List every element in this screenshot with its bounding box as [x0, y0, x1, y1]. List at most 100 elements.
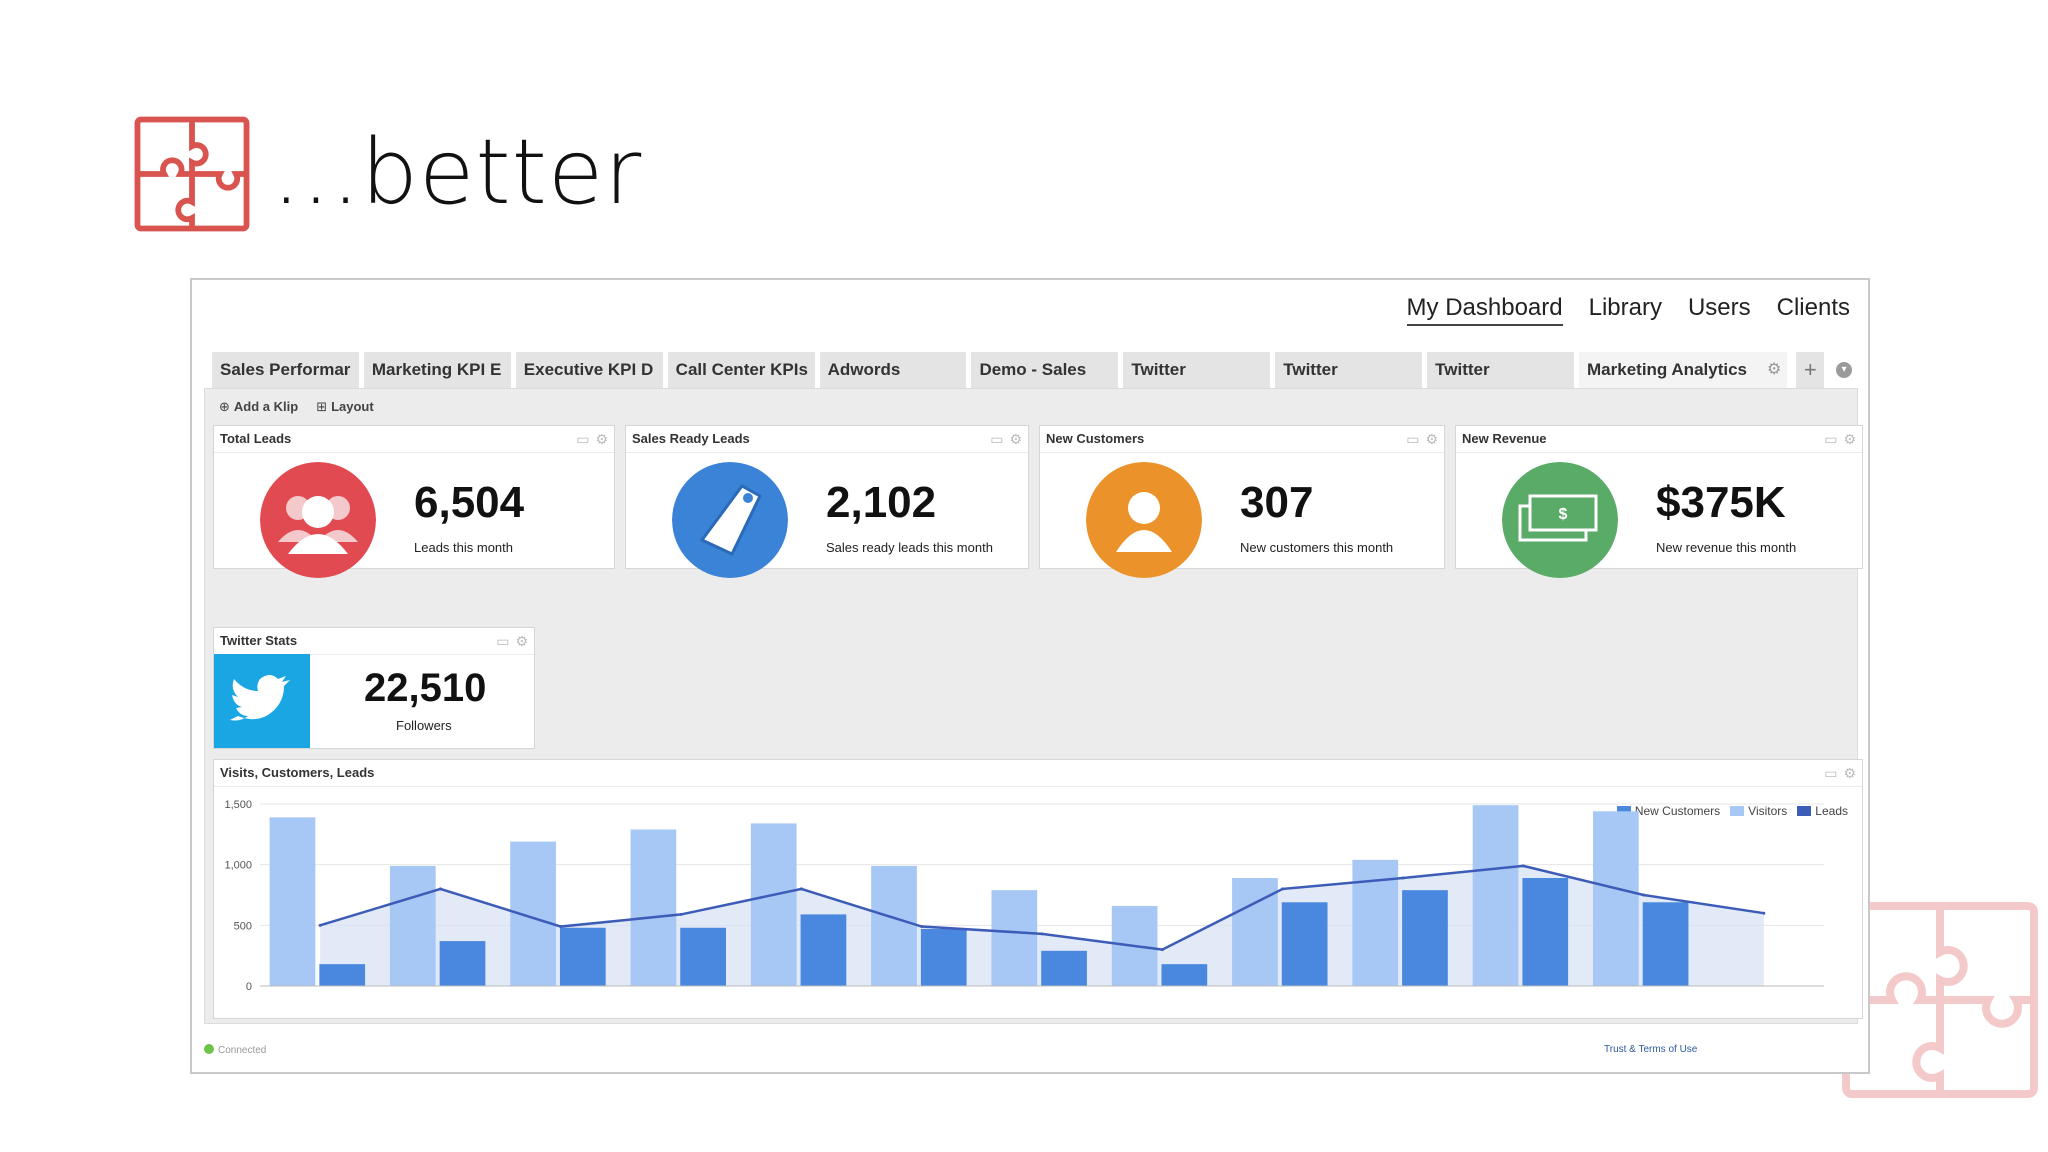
- leads-point: [1642, 893, 1646, 897]
- top-navigation: My Dashboard Library Users Clients: [1406, 294, 1850, 326]
- new-customers-bar: [920, 928, 967, 986]
- legend-item[interactable]: Visitors: [1730, 804, 1787, 818]
- kpi-value: 307: [1240, 478, 1314, 527]
- y-tick-label: 1,000: [224, 860, 252, 872]
- klip-new-customers: New Customers ▭ ⚙ 307 New customers this …: [1039, 425, 1445, 578]
- klip-title: Visits, Customers, Leads ▭ ⚙: [214, 760, 1862, 787]
- y-tick-label: 1,500: [224, 799, 252, 811]
- new-customers-bar: [680, 927, 726, 986]
- visitors-bar: [871, 865, 917, 986]
- gear-icon[interactable]: ⚙: [1009, 431, 1022, 447]
- add-klip-label: Add a Klip: [233, 399, 299, 414]
- kpi-value: $375K: [1656, 478, 1786, 527]
- add-tab-button[interactable]: +: [1796, 352, 1825, 388]
- y-tick-label: 0: [246, 981, 252, 993]
- tab-menu-icon[interactable]: ▾: [1836, 362, 1853, 378]
- leads-point: [1762, 911, 1766, 915]
- gear-icon[interactable]: ⚙: [1425, 431, 1438, 447]
- tab-marketing-kpi[interactable]: Marketing KPI E: [363, 352, 511, 388]
- klip-title: Total Leads ▭ ⚙: [214, 426, 614, 453]
- new-customers-bar: [1041, 950, 1087, 986]
- puzzle-logo-icon: [134, 116, 250, 232]
- klip-visits-customers-leads: Visits, Customers, Leads ▭ ⚙ New Customer…: [213, 759, 1863, 1019]
- new-customers-bar: [439, 941, 486, 986]
- chart-legend: New Customers Visitors Leads: [1616, 804, 1848, 818]
- new-customers-bar: [1161, 964, 1208, 986]
- comment-icon[interactable]: ▭: [496, 633, 510, 649]
- kpi-label: New revenue this month: [1656, 540, 1797, 555]
- new-customers-bar: [1281, 902, 1328, 986]
- kpi-label: New customers this month: [1240, 540, 1394, 555]
- klip-title: New Customers ▭ ⚙: [1040, 426, 1444, 453]
- klip-title-text: Twitter Stats: [220, 633, 298, 648]
- visitors-bar: [1593, 811, 1639, 986]
- klip-sales-ready-leads: Sales Ready Leads ▭ ⚙ 2,102 Sales ready l…: [625, 425, 1029, 578]
- gear-icon[interactable]: ⚙: [1843, 431, 1856, 447]
- chart-title: Visits, Customers, Leads: [220, 765, 375, 780]
- kpi-label: Sales ready leads this month: [826, 540, 993, 555]
- tab-demo-sales[interactable]: Demo - Sales: [971, 352, 1119, 388]
- tab-twitter-3[interactable]: Twitter: [1427, 352, 1575, 388]
- gear-icon[interactable]: ⚙: [515, 633, 528, 649]
- new-customers-bar: [1402, 890, 1448, 986]
- tab-marketing-analytics[interactable]: Marketing Analytics ⚙: [1579, 352, 1788, 388]
- leads-point: [559, 925, 563, 929]
- new-customers-bar: [1522, 878, 1569, 986]
- klip-twitter-stats: Twitter Stats ▭ ⚙ 22,510 Followers: [213, 627, 535, 749]
- visitors-bar: [991, 890, 1038, 986]
- klip-total-leads: Total Leads ▭ ⚙ 6,504 Leads this month: [213, 425, 615, 578]
- legend-label: New Customers: [1634, 804, 1721, 818]
- leads-point: [799, 887, 803, 891]
- layout-button[interactable]: ⊞ Layout: [316, 399, 374, 415]
- new-customers-bar: [800, 914, 847, 986]
- leads-point: [438, 887, 442, 891]
- legend-item[interactable]: Leads: [1797, 804, 1848, 818]
- leads-point: [1160, 948, 1164, 952]
- comment-icon[interactable]: ▭: [1824, 431, 1838, 447]
- tab-twitter-1[interactable]: Twitter: [1123, 352, 1271, 388]
- leads-point: [1521, 864, 1525, 868]
- tab-marketing-analytics-label: Marketing Analytics: [1587, 360, 1747, 379]
- status-dot: [204, 1044, 214, 1054]
- klip-title: New Revenue ▭ ⚙: [1456, 426, 1862, 453]
- tab-twitter-2[interactable]: Twitter: [1275, 352, 1423, 388]
- comment-icon[interactable]: ▭: [1406, 431, 1420, 447]
- tab-executive-kpi[interactable]: Executive KPI D: [515, 352, 663, 388]
- legend-item[interactable]: New Customers: [1616, 804, 1721, 818]
- terms-link[interactable]: Trust & Terms of Use: [1604, 1044, 1698, 1055]
- tab-adwords[interactable]: Adwords: [819, 352, 967, 388]
- gear-icon[interactable]: ⚙: [595, 431, 608, 447]
- nav-library[interactable]: Library: [1588, 294, 1662, 321]
- tab-call-center-kpis[interactable]: Call Center KPIs: [667, 352, 815, 388]
- grid-icon: ⊞: [316, 399, 328, 414]
- legend-swatch: [1730, 806, 1745, 816]
- nav-clients[interactable]: Clients: [1776, 294, 1850, 321]
- y-tick-label: 500: [234, 920, 252, 932]
- tag-icon: [672, 462, 788, 578]
- dashboard-workspace: ⊕ Add a Klip ⊞ Layout Total Leads ▭ ⚙ 6,504…: [204, 388, 1863, 1024]
- new-customers-bar: [1642, 902, 1689, 986]
- visitors-bar: [750, 823, 797, 986]
- nav-my-dashboard[interactable]: My Dashboard: [1406, 294, 1563, 326]
- comment-icon[interactable]: ▭: [990, 431, 1004, 447]
- status-text: Connected: [218, 1045, 267, 1056]
- plus-circle-icon: ⊕: [219, 399, 230, 414]
- visitors-bar: [630, 829, 677, 986]
- klip-new-revenue: New Revenue ▭ ⚙ $ $375K New revenue this …: [1455, 425, 1863, 578]
- gear-icon[interactable]: ⚙: [1843, 765, 1856, 781]
- leads-point: [1281, 887, 1285, 891]
- visitors-bar: [269, 817, 316, 986]
- kpi-label: Leads this month: [414, 540, 514, 555]
- klip-title: Sales Ready Leads ▭ ⚙: [626, 426, 1028, 453]
- leads-point: [318, 923, 322, 927]
- twitter-bird-icon: [214, 654, 310, 748]
- comment-icon[interactable]: ▭: [576, 431, 590, 447]
- nav-users[interactable]: Users: [1687, 294, 1751, 321]
- tab-sales-performance[interactable]: Sales Performar: [212, 352, 359, 388]
- puzzle-watermark-icon: [1842, 902, 2038, 1098]
- kpi-value: 2,102: [826, 478, 937, 527]
- comment-icon[interactable]: ▭: [1824, 765, 1838, 781]
- add-klip-button[interactable]: ⊕ Add a Klip: [219, 399, 298, 415]
- connection-status: Connected: [204, 1044, 266, 1056]
- tab-gear-icon[interactable]: ⚙: [1767, 361, 1782, 378]
